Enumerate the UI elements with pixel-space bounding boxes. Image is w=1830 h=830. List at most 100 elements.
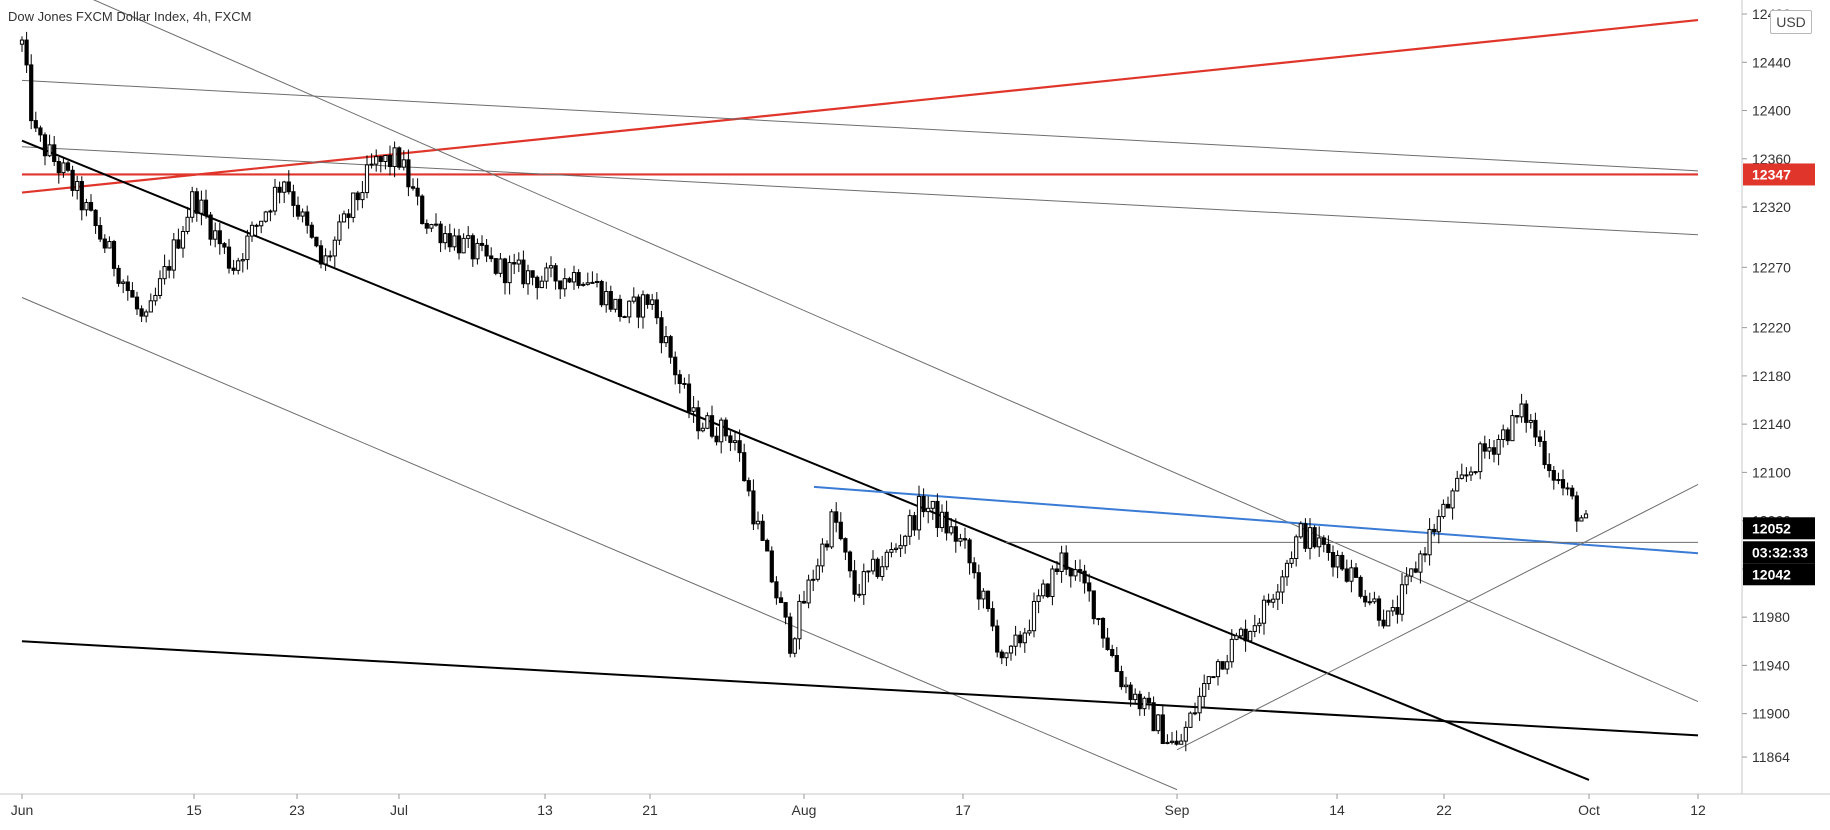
candle-body-up [1234, 635, 1239, 640]
candle-body-up [1404, 575, 1409, 586]
candle-body-up [866, 570, 871, 573]
time-tick-label: Sep [1165, 802, 1190, 818]
time-tick-label: Aug [792, 802, 817, 818]
trendline-red-0[interactable] [21, 18, 1699, 194]
candle-body-up [1031, 600, 1037, 632]
trendline-black-7[interactable] [21, 640, 1699, 737]
candle-body-up [613, 298, 618, 310]
candle-body-up [590, 281, 595, 284]
candle-body-down [217, 230, 222, 245]
candle-body-down [990, 608, 995, 627]
price-label-text: 12347 [1752, 166, 1791, 182]
currency-unit-button[interactable]: USD [1770, 10, 1812, 34]
candle-body-up [1583, 513, 1589, 519]
price-tick-label: 11980 [1752, 609, 1790, 625]
candle-body-down [654, 299, 659, 319]
candle-body-down [1482, 443, 1487, 452]
candle-body-down [1266, 599, 1271, 603]
candle-body-up [1487, 447, 1492, 452]
candle-body-up [544, 267, 549, 282]
candle-body-down [318, 245, 324, 265]
candle-body-down [484, 244, 489, 257]
candle-body-down [328, 255, 333, 258]
candle-body-up [507, 262, 512, 284]
trendline-thin-2[interactable] [21, 79, 1699, 172]
candle-body-down [134, 296, 140, 310]
candle-body-down [1381, 619, 1386, 627]
candle-body-up [157, 278, 163, 296]
price-label-text: 03:32:33 [1752, 544, 1808, 560]
price-axis[interactable]: 1186411900119401198012020120601210012140… [1742, 6, 1791, 765]
candle-body-down [742, 452, 747, 482]
trendline-thin-4[interactable] [71, 0, 1699, 703]
candle-body-down [746, 480, 751, 492]
candle-body-up [1008, 645, 1014, 654]
candle-body-down [696, 407, 701, 432]
candle-body-up [585, 282, 590, 285]
candle-body-up [75, 180, 80, 191]
candle-body-up [148, 300, 153, 313]
price-tick-label: 12220 [1752, 320, 1791, 336]
candle-body-up [1349, 567, 1354, 582]
trendline-thin-3[interactable] [21, 146, 1699, 236]
candle-body-down [489, 255, 494, 260]
candle-body-up [1261, 599, 1267, 624]
candle-body-down [65, 162, 71, 171]
candle-body-down [857, 593, 862, 596]
candle-body-down [1514, 415, 1520, 418]
candle-body-down [29, 64, 34, 122]
candle-body-up [268, 210, 273, 213]
candle-body-up [190, 191, 195, 218]
candle-body-up [1468, 471, 1474, 476]
candle-body-down [208, 214, 213, 240]
candle-body-down [682, 382, 687, 385]
candle-body-down [305, 211, 310, 226]
candle-body-up [1450, 490, 1455, 509]
candle-body-down [912, 515, 917, 531]
candle-body-up [1390, 607, 1395, 612]
candle-body-down [1570, 487, 1575, 497]
candle-body-up [475, 242, 480, 260]
candle-body-down [226, 246, 232, 269]
candle-body-down [567, 278, 572, 283]
candle-body-up [811, 578, 816, 581]
candle-body-down [1151, 702, 1156, 732]
candle-body-down [1119, 671, 1124, 688]
candle-body-up [433, 223, 439, 226]
candle-body-up [1317, 537, 1322, 548]
time-axis[interactable]: Jun 15 23 Jul 13 21 Aug 17 Sep 14 22 Oct 12 [11, 794, 1706, 818]
candle-body-down [824, 543, 830, 548]
candle-body-down [286, 181, 291, 193]
candle-body-down [972, 562, 977, 574]
candle-body-down [447, 233, 452, 248]
price-tick-label: 12180 [1752, 368, 1791, 384]
candle-body-down [1565, 487, 1570, 490]
candle-body-down [723, 419, 728, 437]
candle-body-down [1110, 649, 1115, 657]
candle-body-down [1326, 543, 1331, 554]
candle-body-up [916, 495, 922, 531]
candle-body-down [1077, 569, 1083, 572]
candle-body-up [981, 590, 986, 600]
trendline-layer [21, 0, 1699, 791]
candle-body-up [1059, 552, 1064, 572]
candle-body-down [558, 280, 563, 290]
candle-body-down [1128, 684, 1133, 701]
candle-body-up [1367, 601, 1372, 604]
price-label-box [1743, 517, 1815, 540]
candle-body-down [801, 600, 807, 604]
candle-body-down [1100, 617, 1106, 639]
candle-body-down [1160, 714, 1165, 745]
candle-body-up [245, 235, 250, 261]
trendline-thin-5[interactable] [21, 297, 1178, 791]
candle-body-down [93, 209, 98, 227]
candle-body-down [783, 602, 788, 618]
candle-body-down [420, 195, 425, 225]
candle-body-down [438, 223, 443, 244]
candle-body-up [282, 181, 287, 193]
candle-body-up [1036, 595, 1041, 602]
candle-body-up [880, 566, 885, 577]
price-tick-label: 12400 [1752, 103, 1791, 119]
trendline-thin-10[interactable] [1176, 484, 1699, 751]
